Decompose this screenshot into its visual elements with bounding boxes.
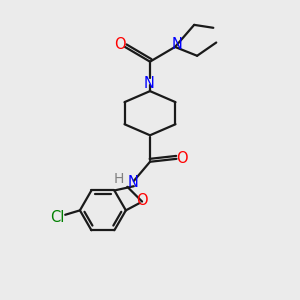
Text: Cl: Cl xyxy=(50,210,64,225)
Text: O: O xyxy=(114,37,125,52)
Text: N: N xyxy=(128,175,139,190)
Text: N: N xyxy=(144,76,155,91)
Text: O: O xyxy=(136,193,148,208)
Text: O: O xyxy=(177,151,188,166)
Text: H: H xyxy=(113,172,124,186)
Text: N: N xyxy=(172,37,183,52)
